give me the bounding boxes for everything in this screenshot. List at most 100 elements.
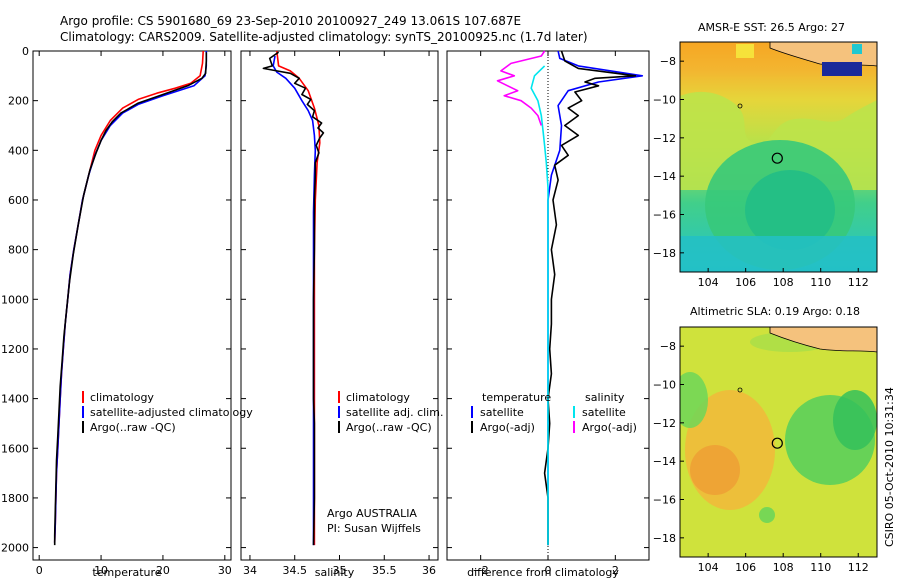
sla-java-coast bbox=[769, 327, 877, 353]
sla_map-ytick-label: −18 bbox=[653, 532, 676, 545]
sla_map-xtick-label: 104 bbox=[698, 561, 719, 574]
temperature-ytick-label: 1000 bbox=[1, 293, 29, 306]
sla-map-axes: 104 106 108 110 112 −8 −10 −12 −14 −16 −18 bbox=[653, 340, 869, 574]
salinity-xtick-label: 34.5 bbox=[282, 564, 307, 577]
credit-argo-australia: Argo AUSTRALIA bbox=[327, 507, 417, 520]
salinity-xtick-label: 34 bbox=[243, 564, 257, 577]
sst_map-xtick-label: 104 bbox=[698, 276, 719, 289]
sla_map-xtick-label: 106 bbox=[735, 561, 756, 574]
legend-diff-sal-argo: Argo(-adj) bbox=[582, 421, 637, 434]
difference-legend-temperature: temperature satellite Argo(-adj) bbox=[471, 391, 551, 434]
sla-high-core bbox=[690, 445, 740, 495]
temperature-ytick-label: 0 bbox=[22, 45, 29, 58]
sst_map-xtick-label: 106 bbox=[735, 276, 756, 289]
sst_map-ytick-label: −12 bbox=[653, 132, 676, 145]
sst_map-ytick-label: −8 bbox=[660, 55, 676, 68]
sla-map bbox=[679, 326, 878, 558]
temperature-series-climatology bbox=[53, 50, 204, 543]
temperature-xtick-label: 0 bbox=[36, 564, 43, 577]
difference-legend-salinity: salinity satellite Argo(-adj) bbox=[573, 391, 637, 434]
difference-series-salinity-argo bbox=[496, 50, 546, 126]
temperature-legend: climatology satellite-adjusted climatolo… bbox=[82, 391, 253, 434]
salinity-xtick-label: 35.5 bbox=[372, 564, 397, 577]
sla-low-core bbox=[833, 390, 877, 450]
sla_map-ytick-label: −14 bbox=[653, 455, 676, 468]
temperature-ytick-label: 1200 bbox=[1, 343, 29, 356]
sst_map-ytick-label: −10 bbox=[653, 94, 676, 107]
sst-map-frame bbox=[679, 41, 878, 273]
sst_map-xtick-label: 108 bbox=[773, 276, 794, 289]
sst-java-coast bbox=[769, 42, 877, 67]
sst_map-xtick-label: 112 bbox=[848, 276, 869, 289]
legend-sal-climatology: climatology bbox=[346, 391, 410, 404]
sla_map-ytick-label: −16 bbox=[653, 494, 676, 507]
sla_map-xtick-label: 110 bbox=[810, 561, 831, 574]
sst_map-ytick-label: −18 bbox=[653, 247, 676, 260]
sla_map-ytick-label: −8 bbox=[660, 340, 676, 353]
difference-xtick-label: 2 bbox=[612, 564, 619, 577]
temperature-xtick-label: 10 bbox=[94, 564, 108, 577]
legend-diff-salinity-title: salinity bbox=[585, 391, 625, 404]
sla-map-frame bbox=[679, 326, 878, 558]
temperature-series-satellite bbox=[53, 51, 208, 543]
salinity-xlabel: salinity bbox=[315, 566, 355, 579]
temperature-ytick-label: 1600 bbox=[1, 442, 29, 455]
figure-title-line1: Argo profile: CS 5901680_69 23-Sep-2010 … bbox=[60, 14, 521, 28]
sst-warm-patch bbox=[736, 44, 754, 58]
sla_map-ytick-label: −12 bbox=[653, 417, 676, 430]
legend-sal-satellite: satellite adj. clim. bbox=[346, 406, 443, 419]
credit-pi: PI: Susan Wijffels bbox=[327, 522, 421, 535]
difference-series-temperature-argo bbox=[543, 50, 637, 546]
temperature-panel: 0 10 20 30 0 200 400 600 800 1000 1200 1400 1600 1800… bbox=[1, 45, 232, 579]
difference-xtick-label: 0 bbox=[545, 564, 552, 577]
legend-sal-argo: Argo(..raw -QC) bbox=[346, 421, 432, 434]
sst-map bbox=[679, 41, 878, 273]
salinity-series-argo bbox=[262, 51, 325, 546]
temperature-axes-frame bbox=[32, 50, 232, 561]
temperature-xlabel: temperature bbox=[92, 566, 161, 579]
temperature-ytick-label: 800 bbox=[8, 244, 29, 257]
sst_map-xtick-label: 110 bbox=[810, 276, 831, 289]
temperature-ytick-label: 1400 bbox=[1, 393, 29, 406]
legend-diff-temp-satellite: satellite bbox=[480, 406, 524, 419]
difference-series-temperature-satellite bbox=[547, 50, 644, 546]
temperature-xtick-label: 20 bbox=[156, 564, 170, 577]
sla_map-ytick-label: −10 bbox=[653, 379, 676, 392]
salinity-xtick-label: 35 bbox=[333, 564, 347, 577]
sst-map-axes: 104 106 108 110 112 −8 −10 −12 −14 −16 −18 bbox=[653, 55, 869, 289]
salinity-legend: climatology satellite adj. clim. Argo(..… bbox=[338, 391, 443, 434]
sst-south-band bbox=[680, 236, 877, 272]
temperature-ytick-label: 2000 bbox=[1, 542, 29, 555]
legend-diff-temperature-title: temperature bbox=[482, 391, 551, 404]
legend-argo: Argo(..raw -QC) bbox=[90, 421, 176, 434]
sst-cool-center bbox=[745, 170, 835, 250]
sst-map-title: AMSR-E SST: 26.5 Argo: 27 bbox=[698, 21, 845, 34]
salinity-xtick-label: 36 bbox=[422, 564, 436, 577]
salinity-panel: 34 34.5 35 35.5 36 salinity bbox=[240, 50, 439, 579]
sst_map-ytick-label: −16 bbox=[653, 209, 676, 222]
legend-climatology: climatology bbox=[90, 391, 154, 404]
sst-argo-position-marker bbox=[771, 152, 783, 164]
temperature-ytick-label: 400 bbox=[8, 144, 29, 157]
sla-low-west bbox=[680, 372, 708, 428]
temperature-ytick-label: 600 bbox=[8, 194, 29, 207]
salinity-series-satellite bbox=[272, 55, 317, 546]
sst-cool-patch bbox=[852, 44, 862, 54]
sst-coastal-anomaly bbox=[822, 62, 862, 76]
legend-diff-temp-argo: Argo(-adj) bbox=[480, 421, 535, 434]
temperature-ytick-label: 1800 bbox=[1, 492, 29, 505]
figure-title-line2: Climatology: CARS2009. Satellite-adjuste… bbox=[60, 30, 588, 44]
difference-series-salinity-satellite bbox=[530, 65, 549, 546]
sst-island bbox=[737, 103, 743, 109]
difference-xlabel: difference from climatology bbox=[467, 566, 619, 579]
sla_map-xtick-label: 112 bbox=[848, 561, 869, 574]
temperature-ytick-label: 200 bbox=[8, 95, 29, 108]
legend-satellite: satellite-adjusted climatology bbox=[90, 406, 253, 419]
salinity-axes-frame bbox=[240, 50, 439, 561]
sst_map-ytick-label: −14 bbox=[653, 170, 676, 183]
temperature-xtick-label: 30 bbox=[218, 564, 232, 577]
timestamp: CSIRO 05-Oct-2010 10:31:34 bbox=[883, 387, 896, 547]
legend-diff-sal-satellite: satellite bbox=[582, 406, 626, 419]
